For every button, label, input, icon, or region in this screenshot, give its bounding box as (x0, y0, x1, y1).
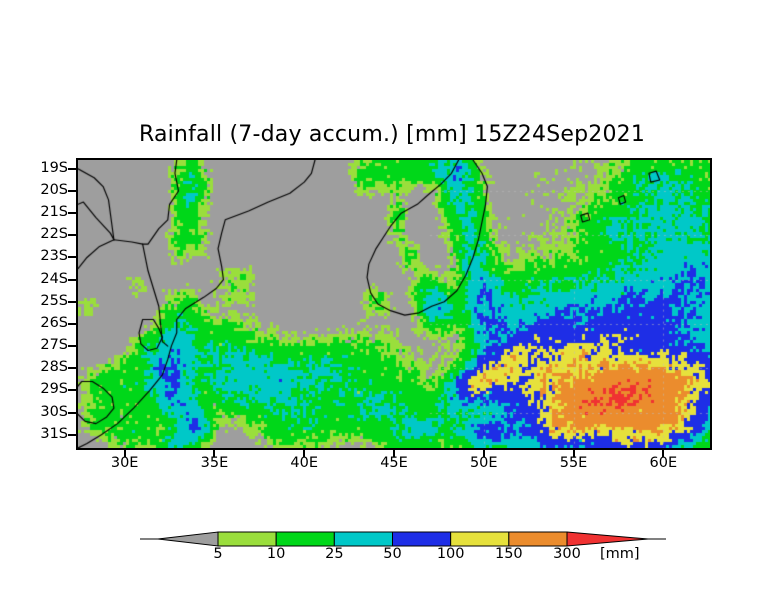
colorbar-swatch-10-25 (275, 531, 335, 547)
y-tick-mark (68, 345, 76, 348)
map-plot-area (76, 158, 712, 450)
colorbar-swatch-25-50 (333, 531, 394, 547)
colorbar-tick-150: 150 (494, 546, 523, 562)
x-tick-label-45e: 45E (380, 455, 408, 471)
y-tick-mark (68, 234, 76, 237)
y-tick-label-20s: 20S (40, 182, 68, 198)
y-tick-label-29s: 29S (40, 381, 68, 398)
x-tick-label-60e: 60E (649, 455, 678, 471)
colorbar-swatch-5-10 (217, 531, 277, 547)
colorbar-tick-100: 100 (436, 546, 465, 562)
y-tick-label-19s: 19S (40, 159, 68, 176)
page-title: Rainfall (7-day accum.) [mm] 15Z24Sep202… (138, 122, 646, 147)
y-tick-mark (68, 278, 76, 281)
x-tick-mark (393, 450, 395, 457)
y-tick-mark (68, 433, 76, 436)
y-tick-label-27s: 27S (40, 337, 68, 354)
x-tick-mark (572, 450, 575, 457)
colorbar-under-arrow (157, 531, 219, 547)
x-tick-label-35e: 35E (200, 455, 229, 471)
colorbar-over-arrow (566, 531, 649, 547)
colorbar-swatch-150-300 (508, 531, 568, 547)
y-tick-label-23s: 23S (40, 248, 68, 265)
colorbar-unit-label: [mm] (600, 546, 640, 562)
colorbar: 5 10 25 50 100 150 300 [mm] (0, 524, 784, 584)
y-tick-label-30s: 30S (40, 403, 68, 420)
x-tick-mark (123, 450, 126, 457)
x-tick-mark (213, 450, 216, 457)
y-tick-mark (68, 411, 76, 414)
y-tick-label-25s: 25S (40, 292, 68, 309)
y-tick-label-26s: 26S (40, 314, 68, 331)
colorbar-tick-10: 10 (266, 546, 286, 562)
colorbar-swatch-50-100 (392, 531, 452, 547)
x-tick-mark (303, 450, 306, 457)
y-tick-label-21s: 21S (40, 204, 68, 221)
x-tick-label-55e: 55E (559, 455, 588, 471)
y-tick-mark (68, 367, 76, 370)
y-tick-mark (68, 167, 76, 170)
colorbar-tick-300: 300 (553, 546, 581, 562)
y-tick-mark (68, 389, 76, 392)
y-tick-mark (68, 322, 76, 325)
y-tick-mark (68, 300, 76, 303)
colorbar-tick-25: 25 (325, 546, 344, 562)
x-tick-mark (482, 450, 485, 457)
colorbar-swatches (140, 531, 666, 547)
y-tick-label-22s: 22S (40, 226, 68, 243)
x-tick-label-30e: 30E (110, 455, 139, 471)
x-tick-label-40e: 40E (290, 455, 319, 471)
y-tick-mark (68, 190, 76, 192)
y-tick-mark (68, 256, 76, 259)
x-tick-label-50e: 50E (469, 455, 498, 471)
y-tick-mark (68, 212, 76, 215)
rainfall-raster (78, 160, 710, 448)
colorbar-tick-50: 50 (383, 546, 402, 562)
colorbar-swatch-100-150 (450, 531, 510, 547)
y-tick-label-31s: 31S (40, 425, 68, 442)
x-tick-mark (662, 450, 665, 457)
colorbar-tick-5: 5 (213, 546, 223, 562)
y-tick-label-28s: 28S (40, 359, 68, 376)
y-tick-label-24s: 24S (40, 270, 68, 287)
